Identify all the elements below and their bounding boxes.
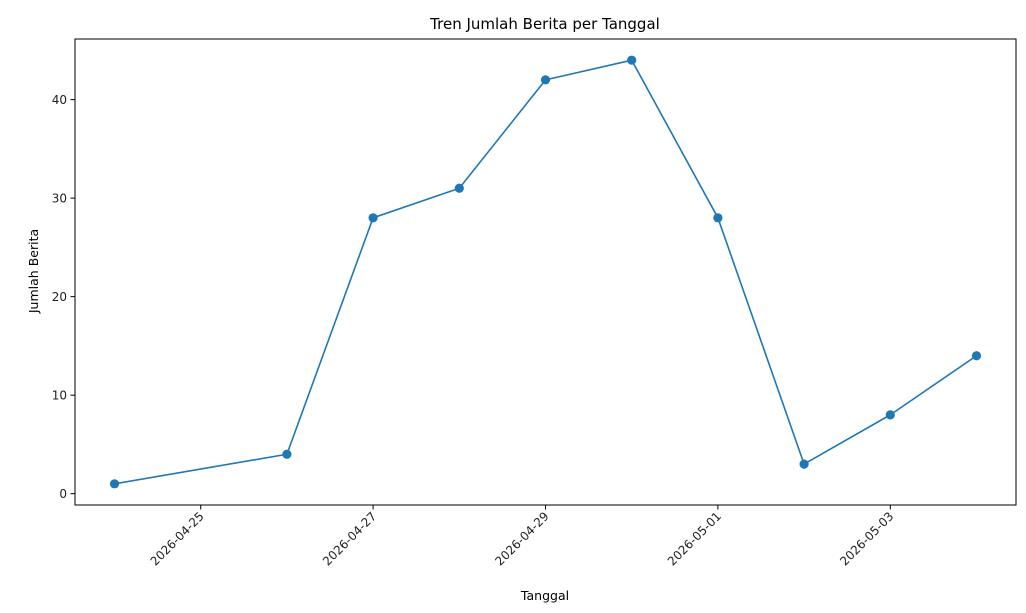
y-tick-label: 0 — [59, 487, 67, 501]
y-tick-label: 30 — [52, 192, 67, 206]
x-axis-label: Tanggal — [520, 588, 569, 603]
series-line — [114, 59, 977, 485]
data-point — [454, 183, 464, 193]
data-point — [885, 410, 895, 420]
data-point — [540, 75, 551, 85]
data-point — [109, 479, 120, 489]
y-axis-label: Jumlah Berita — [26, 229, 41, 314]
y-tick-label: 20 — [52, 290, 67, 304]
y-tick-label: 40 — [52, 93, 67, 107]
data-point — [713, 213, 723, 223]
chart-title: Tren Jumlah Berita per Tanggal — [429, 15, 660, 33]
y-tick-label: 10 — [52, 389, 67, 403]
data-point — [282, 449, 292, 459]
data-point — [627, 55, 637, 65]
data-point — [971, 351, 982, 361]
data-point — [799, 459, 809, 469]
data-point — [368, 213, 378, 223]
